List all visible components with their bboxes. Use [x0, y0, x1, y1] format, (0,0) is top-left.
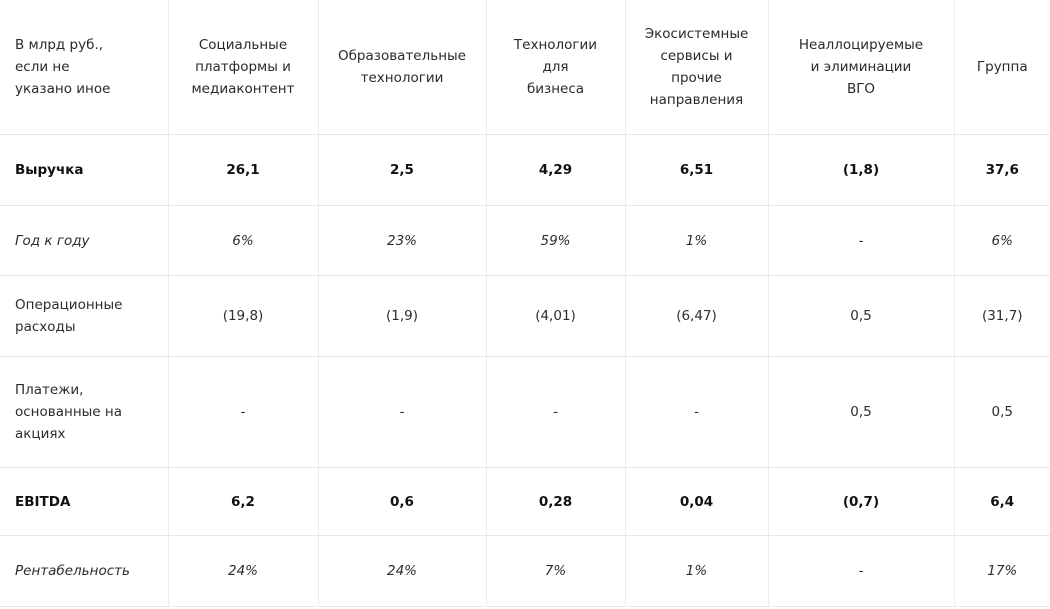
table-cell: 0,5: [768, 356, 955, 468]
header-social-platforms: Социальные платформы и медиаконтент: [168, 0, 319, 135]
table-cell: (4,01): [486, 275, 626, 357]
table-cell: (19,8): [168, 275, 319, 357]
table-cell: (1,9): [318, 275, 487, 357]
table-row: Выручка 26,1 2,5 4,29 6,51 (1,8) 37,6: [0, 134, 1050, 206]
table-cell: 24%: [168, 535, 319, 607]
table-cell: (6,47): [625, 275, 769, 357]
table-cell: 0,04: [625, 467, 769, 536]
table-cell: 26,1: [168, 134, 319, 206]
header-group: Группа: [954, 0, 1050, 135]
table-cell: -: [768, 535, 955, 607]
table-cell: 0,5: [768, 275, 955, 357]
table-cell: 7%: [486, 535, 626, 607]
table-cell: 24%: [318, 535, 487, 607]
header-unallocated: Неаллоцируемые и элиминации ВГО: [768, 0, 955, 135]
table-header: В млрд руб., если не указано иное Социал…: [0, 0, 1050, 135]
row-label: EBITDA: [0, 467, 169, 536]
table-cell: 23%: [318, 205, 487, 276]
table-row: Год к году 6% 23% 59% 1% - 6%: [0, 205, 1050, 276]
table-cell: 6%: [954, 205, 1050, 276]
table-cell: 37,6: [954, 134, 1050, 206]
row-label: Платежи, основанные на акциях: [0, 356, 169, 468]
table-row: EBITDA 6,2 0,6 0,28 0,04 (0,7) 6,4: [0, 467, 1050, 536]
table-row: Операционные расходы (19,8) (1,9) (4,01)…: [0, 275, 1050, 357]
row-label: Выручка: [0, 134, 169, 206]
table-cell: 1%: [625, 535, 769, 607]
table-cell: -: [318, 356, 487, 468]
header-edtech: Образовательные технологии: [318, 0, 487, 135]
table-cell: (0,7): [768, 467, 955, 536]
table-row: Платежи, основанные на акциях - - - - 0,…: [0, 356, 1050, 468]
table-cell: 6,51: [625, 134, 769, 206]
table-cell: 0,5: [954, 356, 1050, 468]
table-cell: (31,7): [954, 275, 1050, 357]
table-cell: 4,29: [486, 134, 626, 206]
table-cell: 17%: [954, 535, 1050, 607]
table-cell: -: [486, 356, 626, 468]
table-cell: 0,28: [486, 467, 626, 536]
table-cell: 6%: [168, 205, 319, 276]
table-row: Рентабельность 24% 24% 7% 1% - 17%: [0, 535, 1050, 607]
table-cell: 6,2: [168, 467, 319, 536]
table-cell: 6,4: [954, 467, 1050, 536]
header-row: В млрд руб., если не указано иное Социал…: [0, 0, 1050, 135]
table-cell: 59%: [486, 205, 626, 276]
row-label: Год к году: [0, 205, 169, 276]
table-body: Выручка 26,1 2,5 4,29 6,51 (1,8) 37,6 Го…: [0, 134, 1050, 607]
table-cell: 2,5: [318, 134, 487, 206]
table-cell: -: [625, 356, 769, 468]
table-cell: 1%: [625, 205, 769, 276]
header-ecosystem-services: Экосистемные сервисы и прочие направлени…: [625, 0, 769, 135]
header-business-tech: Технологии для бизнеса: [486, 0, 626, 135]
header-units: В млрд руб., если не указано иное: [0, 0, 169, 135]
table-cell: 0,6: [318, 467, 487, 536]
row-label: Операционные расходы: [0, 275, 169, 357]
table-cell: -: [168, 356, 319, 468]
table-cell: -: [768, 205, 955, 276]
row-label: Рентабельность: [0, 535, 169, 607]
table-cell: (1,8): [768, 134, 955, 206]
